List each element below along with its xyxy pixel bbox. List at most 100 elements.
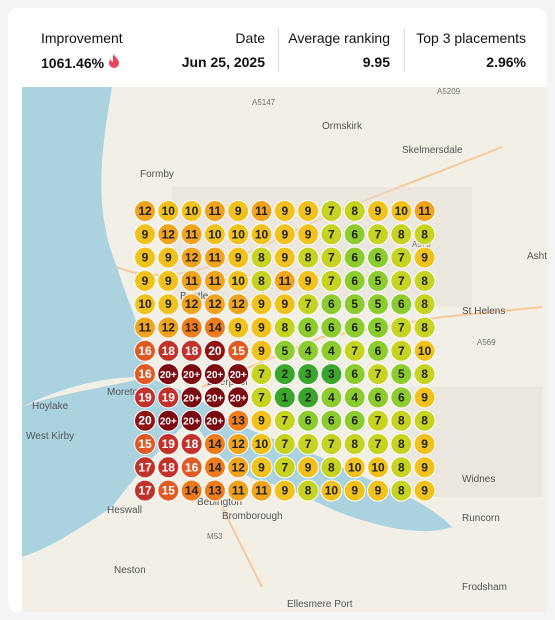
rank-pin <box>413 200 436 222</box>
rank-pin <box>250 200 273 222</box>
rank-pin <box>227 293 250 316</box>
rank-label: 6 <box>398 297 405 311</box>
rank-pin <box>157 316 180 339</box>
rank-label: 12 <box>162 227 176 241</box>
rank-label: 10 <box>208 227 222 241</box>
rank-pin <box>413 386 436 409</box>
rank-pin <box>367 339 389 362</box>
rank-pin <box>367 409 389 432</box>
rank-label: 12 <box>185 251 199 265</box>
stat: Top 3 placements 2.96% <box>416 30 526 70</box>
rank-label: 12 <box>138 204 152 218</box>
rank-pin <box>320 386 343 409</box>
rank-pin <box>390 456 413 479</box>
rank-label: 9 <box>305 204 312 218</box>
rank-label: 9 <box>165 297 172 311</box>
rank-pin <box>343 339 366 362</box>
stat-label: Average ranking <box>288 30 390 46</box>
rank-label: 8 <box>398 437 405 451</box>
rank-pin <box>227 246 250 269</box>
rank-pin <box>250 386 273 409</box>
rank-label: 11 <box>185 227 198 241</box>
rank-pin <box>273 339 296 362</box>
rank-pin <box>413 316 436 339</box>
stat-value: 1061.46% <box>41 54 123 71</box>
rank-label: 10 <box>232 274 246 288</box>
rank-pin <box>134 316 156 339</box>
rank-label: 9 <box>421 390 428 404</box>
rank-pin <box>203 339 226 362</box>
rank-label: 9 <box>421 437 428 451</box>
rank-label: 2 <box>281 367 288 381</box>
rank-label: 10 <box>255 227 269 241</box>
rank-label: 9 <box>421 484 428 498</box>
rank-label: 18 <box>185 344 199 358</box>
rank-label: 16 <box>138 367 152 381</box>
rank-pin <box>250 246 273 269</box>
rank-label: 6 <box>328 414 335 428</box>
rank-pin <box>157 433 180 455</box>
rank-pin <box>320 293 343 316</box>
rank-pin <box>227 269 250 292</box>
rank-label: 8 <box>421 227 428 241</box>
rank-label: 8 <box>421 274 428 288</box>
rank-label: 20+ <box>160 417 177 428</box>
rank-label: 9 <box>351 484 358 498</box>
rank-pin <box>227 479 250 502</box>
rank-label: 7 <box>305 437 312 451</box>
rank-label: 16 <box>185 460 199 474</box>
rank-label: 5 <box>281 344 288 358</box>
rank-pin <box>297 293 320 316</box>
place-label: Neston <box>114 565 146 576</box>
rank-pin <box>250 293 273 316</box>
rank-pin <box>367 386 389 409</box>
rank-pin <box>250 433 273 455</box>
rank-label: 7 <box>281 414 288 428</box>
rank-label: 9 <box>258 297 265 311</box>
rank-pin <box>227 223 250 246</box>
rank-pin <box>390 293 413 316</box>
rank-label: 7 <box>398 251 405 265</box>
place-label: Formby <box>140 169 174 180</box>
rank-pin <box>343 433 366 455</box>
map: Formby Ormskirk Skelmersdale Moreton Hoylake… <box>22 87 547 612</box>
rank-label: 9 <box>305 227 312 241</box>
rank-label: 9 <box>421 251 428 265</box>
rank-pin <box>297 479 320 502</box>
stat-value: Jun 25, 2025 <box>181 54 265 70</box>
rank-pin <box>250 456 273 479</box>
rank-pin <box>320 316 343 339</box>
rank-label: 9 <box>142 274 149 288</box>
rank-pin <box>203 269 226 292</box>
rank-pin <box>203 456 226 479</box>
rank-label: 19 <box>162 437 176 451</box>
rank-label: 14 <box>208 321 222 335</box>
rank-pin <box>320 246 343 269</box>
rank-label: 20+ <box>206 393 223 404</box>
rank-pin <box>413 269 436 292</box>
rank-pin <box>157 293 180 316</box>
rank-label: 7 <box>328 274 335 288</box>
rank-label: 20 <box>208 344 222 358</box>
rank-pin <box>367 456 389 479</box>
rank-label: 9 <box>375 204 382 218</box>
place-label: Widnes <box>462 474 495 485</box>
rank-pin <box>134 363 156 386</box>
rank-label: 4 <box>351 390 358 404</box>
rank-label: 6 <box>351 414 358 428</box>
rank-pin <box>157 339 180 362</box>
rank-pin <box>343 293 366 316</box>
rank-label: 4 <box>328 344 335 358</box>
rank-pin <box>180 269 203 292</box>
rank-label: 7 <box>375 227 382 241</box>
rank-pin <box>180 200 203 222</box>
rank-pin <box>227 339 250 362</box>
rank-pin <box>273 456 296 479</box>
rank-label: 9 <box>235 204 242 218</box>
place-label: Liverpool <box>207 377 248 388</box>
rank-pin <box>320 456 343 479</box>
divider <box>278 28 279 72</box>
rank-label: 9 <box>165 274 172 288</box>
rank-label: 9 <box>165 251 172 265</box>
rank-label: 9 <box>258 460 265 474</box>
